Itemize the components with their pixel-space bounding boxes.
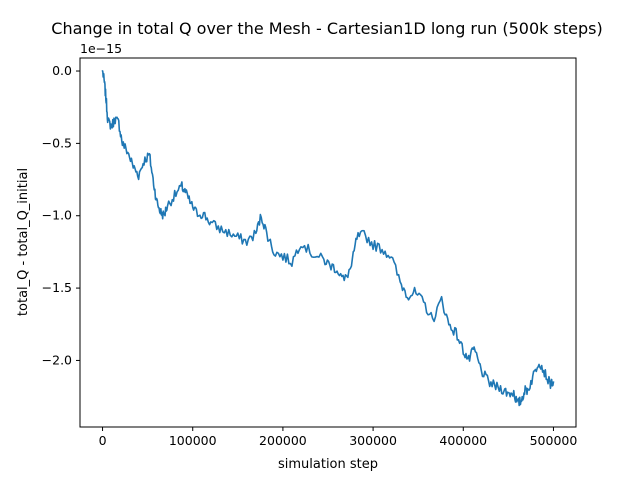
- y-tick-label: −1.0: [42, 208, 72, 223]
- x-axis-label: simulation step: [278, 457, 378, 472]
- x-tick-label: 100000: [169, 433, 217, 448]
- x-tick-label: 0: [99, 433, 107, 448]
- y-axis-label: total_Q - total_Q_initial: [16, 168, 31, 316]
- y-axis-offset-label: 1e−15: [80, 41, 122, 56]
- y-tick-label: −0.5: [42, 135, 72, 150]
- x-tick-label: 300000: [349, 433, 397, 448]
- y-axis-ticks: 0.0 −0.5 −1.0 −1.5 −2.0: [42, 63, 80, 367]
- series-line: [101, 70, 555, 407]
- y-tick-label: −2.0: [42, 352, 72, 367]
- x-tick-label: 200000: [259, 433, 307, 448]
- chart-title: Change in total Q over the Mesh - Cartes…: [51, 19, 602, 38]
- y-tick-label: 0.0: [52, 63, 72, 78]
- x-tick-label: 400000: [439, 433, 487, 448]
- x-axis-ticks: 0 100000 200000 300000 400000 500000: [99, 427, 578, 448]
- plot-area-frame: [79, 57, 577, 428]
- x-tick-label: 500000: [530, 433, 578, 448]
- y-tick-label: −1.5: [42, 280, 72, 295]
